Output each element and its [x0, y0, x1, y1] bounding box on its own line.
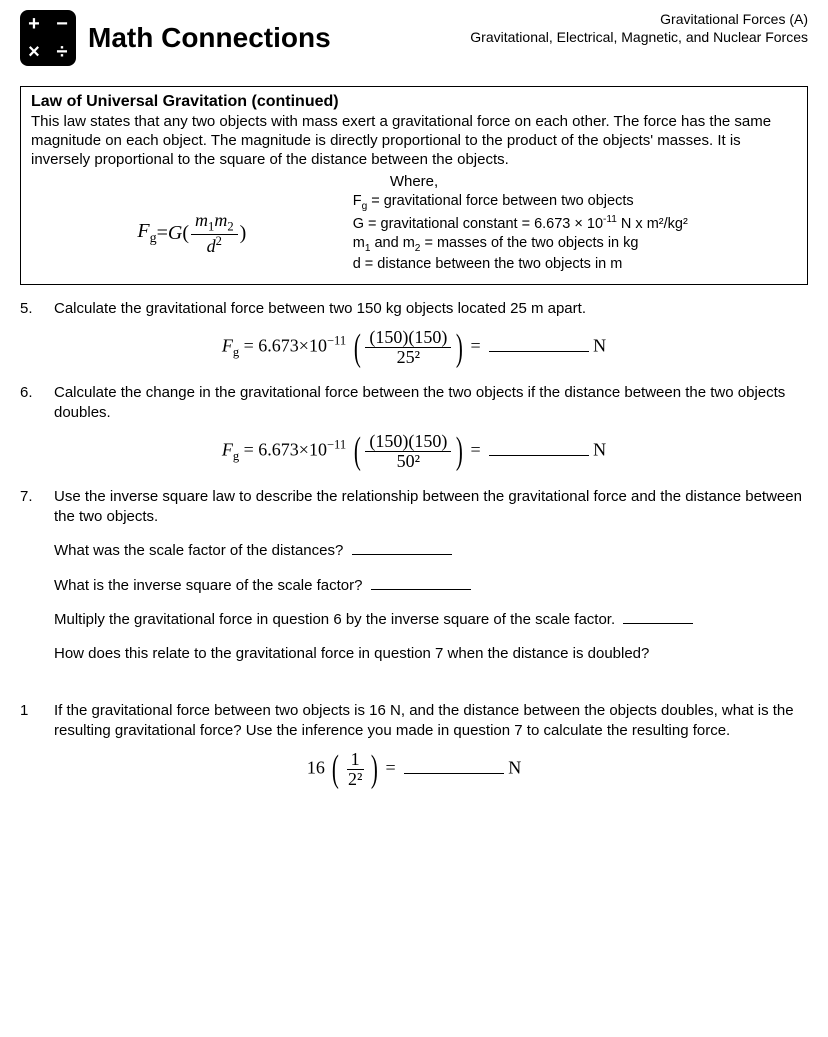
- q7-sub1: What was the scale factor of the distanc…: [54, 540, 808, 561]
- q6-answer-blank[interactable]: [489, 438, 589, 456]
- divide-icon: ÷: [57, 42, 68, 62]
- legend: Fg = gravitational force between two obj…: [353, 192, 797, 274]
- q6-equation: Fg = 6.673×10−11 ((150)(150)50²) = N: [20, 432, 808, 471]
- minus-icon: −: [56, 14, 68, 34]
- q6-number: 6.: [20, 383, 40, 422]
- header-left: + − × ÷ Math Connections: [20, 10, 331, 66]
- legend-line-1: Fg = gravitational force between two obj…: [353, 192, 797, 213]
- q7-sub3: Multiply the gravitational force in ques…: [54, 609, 808, 630]
- legend-line-2: G = gravitational constant = 6.673 × 10-…: [353, 213, 797, 234]
- formula-row: Fg = G( m1m2 d2 ) Fg = gravitational for…: [31, 192, 797, 274]
- box-body: This law states that any two objects wit…: [31, 113, 797, 169]
- question-5: 5. Calculate the gravitational force bet…: [20, 299, 808, 319]
- page-title: Math Connections: [88, 22, 331, 54]
- q8-number: 1: [20, 701, 40, 740]
- q7-sub1-blank[interactable]: [352, 540, 452, 555]
- question-8: 1 If the gravitational force between two…: [20, 701, 808, 740]
- formula: Fg = G( m1m2 d2 ): [31, 192, 353, 274]
- topic-line-2: Gravitational, Electrical, Magnetic, and…: [470, 28, 808, 46]
- legend-line-3: m1 and m2 = masses of the two objects in…: [353, 234, 797, 255]
- header-right: Gravitational Forces (A) Gravitational, …: [470, 10, 808, 46]
- q6-text: Calculate the change in the gravitationa…: [54, 383, 808, 422]
- topic-line-1: Gravitational Forces (A): [470, 10, 808, 28]
- q8-equation: 16 (12²) = N: [20, 750, 808, 789]
- question-6: 6. Calculate the change in the gravitati…: [20, 383, 808, 422]
- formula-lhs: Fg: [137, 220, 156, 247]
- q7-sub3-blank[interactable]: [623, 609, 693, 624]
- times-icon: ×: [28, 42, 40, 62]
- q5-number: 5.: [20, 299, 40, 319]
- q7-number: 7.: [20, 487, 40, 677]
- q5-text: Calculate the gravitational force betwee…: [54, 299, 808, 319]
- q7-sub4: How does this relate to the gravitationa…: [54, 644, 808, 664]
- question-7: 7. Use the inverse square law to describ…: [20, 487, 808, 677]
- q7-sub2: What is the inverse square of the scale …: [54, 575, 808, 596]
- q8-text: If the gravitational force between two o…: [54, 701, 808, 740]
- law-box: Law of Universal Gravitation (continued)…: [20, 86, 808, 285]
- where-label: Where,: [31, 173, 797, 190]
- formula-G: G: [168, 222, 182, 245]
- legend-line-4: d = distance between the two objects in …: [353, 255, 797, 274]
- page-header: + − × ÷ Math Connections Gravitational F…: [20, 10, 808, 66]
- q8-answer-blank[interactable]: [404, 756, 504, 774]
- q5-answer-blank[interactable]: [489, 334, 589, 352]
- q7-text: Use the inverse square law to describe t…: [54, 487, 808, 526]
- q7-sub2-blank[interactable]: [371, 575, 471, 590]
- q5-equation: Fg = 6.673×10−11 ((150)(150)25²) = N: [20, 328, 808, 367]
- equals: =: [157, 222, 168, 245]
- box-title: Law of Universal Gravitation (continued): [31, 93, 797, 111]
- formula-fraction: m1m2 d2: [191, 211, 238, 256]
- math-operators-icon: + − × ÷: [20, 10, 76, 66]
- plus-icon: +: [28, 14, 40, 34]
